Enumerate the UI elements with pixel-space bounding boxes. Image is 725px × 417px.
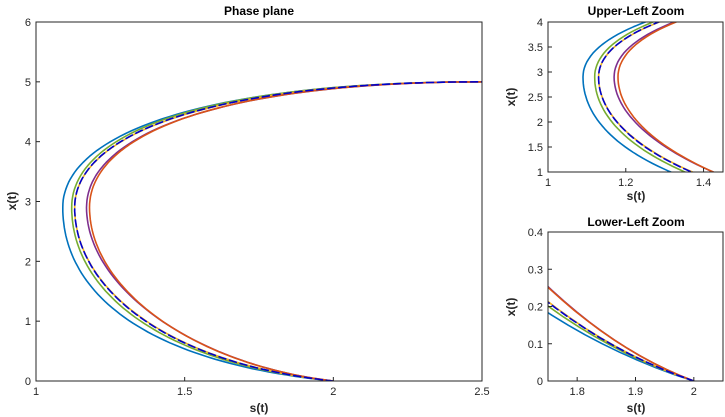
y-tick-label: 2.5 <box>528 92 543 104</box>
upper-left-zoom-y-ticks: 1 1.5 2 2.5 3 3.5 4 <box>528 17 552 179</box>
lower-left-zoom-title: Lower-Left Zoom <box>587 215 684 229</box>
y-tick-label: 1 <box>25 316 31 328</box>
x-tick-label: 2 <box>691 386 697 398</box>
phase-plane-y-ticks: 0 1 2 3 4 5 6 <box>25 17 40 388</box>
y-tick-label: 0.3 <box>528 264 543 276</box>
x-tick-label: 1.4 <box>696 177 711 189</box>
upper-left-zoom-x-ticks: 1 1.2 1.4 <box>545 168 711 189</box>
lower-left-zoom-y-label: x(t) <box>504 298 518 317</box>
y-tick-label: 0 <box>537 376 543 388</box>
phase-plane-x-ticks: 1 1.5 2 2.5 <box>33 377 490 398</box>
y-tick-label: 5 <box>25 77 31 89</box>
phase-plane-x-label: s(t) <box>250 401 269 415</box>
series-line-1 <box>582 22 673 172</box>
series-line-1 <box>62 81 482 381</box>
upper-left-zoom-plot-area <box>582 22 716 172</box>
series-line-5 <box>617 22 716 172</box>
y-tick-label: 6 <box>25 17 31 29</box>
x-tick-label: 1.8 <box>570 386 585 398</box>
upper-left-zoom-title: Upper-Left Zoom <box>588 4 685 18</box>
lower-left-zoom-axes: Lower-Left Zoom 1.8 1.9 2 0 0.1 0.2 0.3 0.4 s(… <box>504 215 724 415</box>
y-tick-label: 0.1 <box>528 339 543 351</box>
x-tick-label: 1 <box>545 177 551 189</box>
series-line-4 <box>548 285 695 381</box>
series-line-6 <box>73 81 482 381</box>
x-tick-label: 2 <box>330 386 336 398</box>
series-line-3 <box>73 81 482 381</box>
lower-left-zoom-x-label: s(t) <box>627 401 646 415</box>
y-tick-label: 3 <box>25 197 31 209</box>
y-tick-label: 4 <box>537 17 543 29</box>
x-tick-label: 1.9 <box>628 386 643 398</box>
upper-left-zoom-y-label: x(t) <box>504 88 518 107</box>
x-tick-label: 1 <box>33 386 39 398</box>
series-line-5 <box>548 286 695 381</box>
y-tick-label: 1.5 <box>528 142 543 154</box>
x-tick-label: 2.5 <box>474 386 489 398</box>
x-tick-label: 1.2 <box>618 177 633 189</box>
y-tick-label: 2 <box>25 256 31 268</box>
phase-plane-plot-area <box>62 81 482 381</box>
lower-left-zoom-y-ticks: 0 0.1 0.2 0.3 0.4 <box>528 227 552 388</box>
upper-left-zoom-x-label: s(t) <box>627 189 646 203</box>
series-line-4 <box>613 22 716 172</box>
y-tick-label: 0 <box>25 376 31 388</box>
series-line-6 <box>597 22 694 172</box>
series-line-2 <box>70 81 482 381</box>
x-tick-label: 1.5 <box>177 386 192 398</box>
y-tick-label: 2 <box>537 117 543 129</box>
y-tick-label: 0.2 <box>528 302 543 314</box>
series-line-2 <box>593 22 687 172</box>
phase-plane-title: Phase plane <box>224 4 294 18</box>
phase-plane-frame <box>35 21 483 382</box>
y-tick-label: 3 <box>537 67 543 79</box>
y-tick-label: 3.5 <box>528 42 543 54</box>
series-line-5 <box>88 81 482 381</box>
phase-plane-y-label: x(t) <box>5 192 19 211</box>
lower-left-zoom-x-ticks: 1.8 1.9 2 <box>570 377 697 398</box>
y-tick-label: 0.4 <box>528 227 543 239</box>
upper-left-zoom-axes: Upper-Left Zoom 1 1.2 1.4 1 1.5 2 2.5 3 3.5 4 s(… <box>504 4 724 203</box>
y-tick-label: 4 <box>25 137 31 149</box>
y-tick-label: 1 <box>537 167 543 179</box>
